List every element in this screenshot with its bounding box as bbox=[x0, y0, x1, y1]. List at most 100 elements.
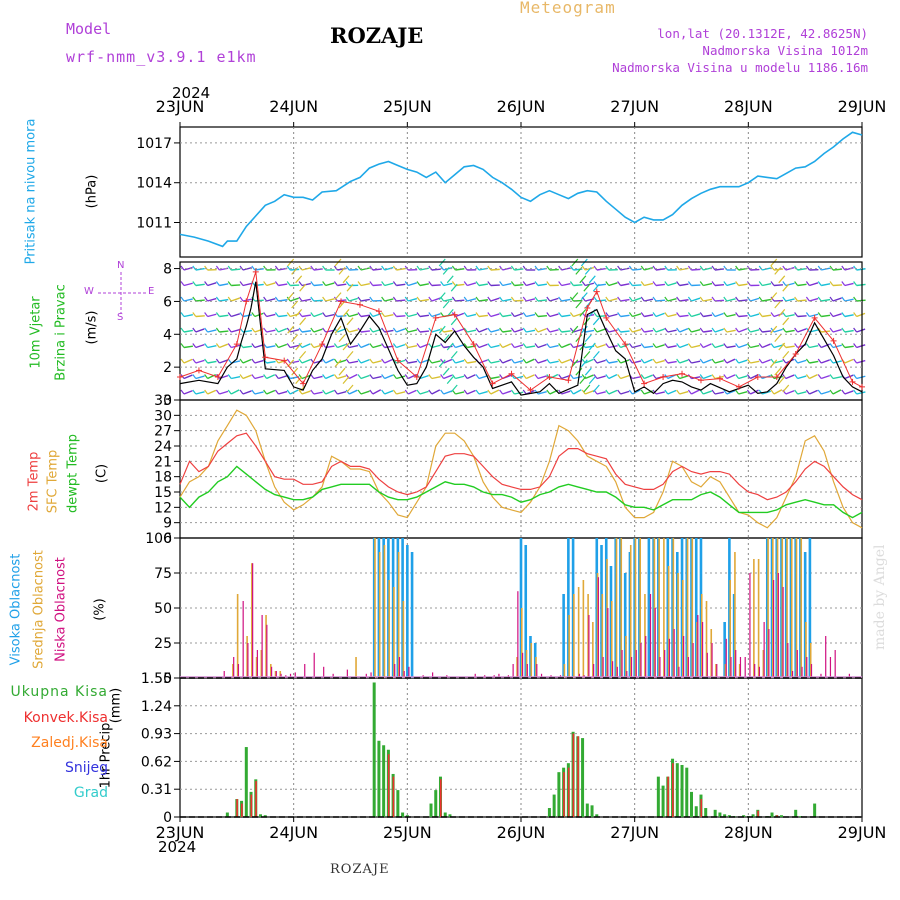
wind-barb bbox=[348, 373, 358, 380]
gust-marker bbox=[697, 377, 704, 384]
wind-barb bbox=[620, 314, 630, 318]
wind-barb-tick bbox=[345, 281, 350, 286]
low-cloud-bar bbox=[398, 657, 401, 678]
wind-barb bbox=[549, 313, 559, 318]
wind-barb-tick bbox=[770, 296, 775, 302]
wind-barb bbox=[632, 376, 642, 380]
mid-cloud-bar bbox=[535, 657, 537, 678]
wind-barb bbox=[455, 328, 465, 333]
wind-barb-tick bbox=[286, 343, 291, 348]
wind-barb-tick bbox=[263, 296, 268, 302]
wind-barb-tick bbox=[794, 281, 799, 286]
wind-barb-tick bbox=[404, 265, 409, 271]
wind-barb-tick bbox=[192, 374, 197, 379]
wind-barb bbox=[549, 329, 559, 333]
gust-marker bbox=[660, 374, 667, 380]
wind-barb-tick bbox=[652, 265, 657, 271]
wind-barb-tick bbox=[322, 312, 327, 317]
wind-barb-tick bbox=[829, 296, 834, 302]
wind-barb bbox=[785, 298, 795, 302]
wind-barb bbox=[797, 359, 807, 364]
wind-barb-tick bbox=[794, 327, 799, 333]
gust-marker bbox=[281, 357, 288, 364]
wind-barb-tick bbox=[558, 327, 563, 333]
wind-barb-tick bbox=[817, 343, 822, 348]
wind-barb bbox=[797, 283, 807, 287]
wind-barb-tick bbox=[735, 358, 740, 364]
wind-barb bbox=[525, 374, 535, 380]
wind-barb bbox=[450, 317, 458, 326]
wind-barb bbox=[443, 298, 453, 302]
wind-barb-tick bbox=[605, 327, 610, 333]
y-tick-label: 12 bbox=[154, 500, 172, 516]
wind-barb-tick bbox=[227, 389, 232, 395]
wind-barb-tick bbox=[605, 281, 610, 286]
wind-barb-tick bbox=[546, 265, 551, 271]
wind-gust-line bbox=[179, 271, 863, 391]
wind-barb-tick bbox=[475, 327, 480, 333]
wind-barb bbox=[278, 327, 288, 333]
y-tick-label: 6 bbox=[163, 294, 172, 310]
wind-barb bbox=[726, 358, 736, 364]
y-tick-label: 0 bbox=[163, 810, 172, 826]
gust-marker bbox=[679, 370, 686, 377]
legend-zaledj-kisa: Zaledj.Kisa bbox=[31, 735, 108, 751]
wind-barb bbox=[254, 391, 264, 395]
wind-barb-tick bbox=[569, 389, 574, 395]
wind-barb-tick bbox=[180, 265, 185, 271]
y-tick-label: 50 bbox=[154, 601, 172, 617]
wind-barb-tick bbox=[758, 327, 763, 333]
wind-barb bbox=[407, 389, 417, 395]
low-cloud-bar bbox=[304, 664, 306, 678]
wind-barb-tick bbox=[652, 281, 657, 286]
low-cloud-bar bbox=[673, 629, 675, 678]
wind-barb bbox=[632, 313, 642, 318]
wind-barb bbox=[490, 328, 500, 333]
wind-barb-tick bbox=[546, 389, 551, 395]
wind-barb bbox=[183, 390, 193, 395]
wind-barb bbox=[679, 375, 689, 380]
sfc-temp-line bbox=[179, 409, 863, 529]
wind-barb-tick bbox=[345, 265, 350, 271]
wind-barb-tick bbox=[345, 358, 350, 364]
low-cloud-bar bbox=[763, 622, 765, 678]
wind-barb bbox=[608, 313, 618, 318]
wind-barb bbox=[266, 313, 276, 318]
wind-barb bbox=[443, 345, 453, 349]
wind-barb-tick bbox=[463, 358, 468, 364]
low-cloud-bar bbox=[313, 652, 315, 678]
mid-cloud-bar bbox=[568, 615, 570, 678]
gust-marker bbox=[641, 380, 648, 387]
low-cloud-bar bbox=[237, 664, 240, 678]
total-precip-bar bbox=[434, 790, 438, 817]
wind-barb-tick bbox=[392, 312, 397, 317]
total-precip-bar bbox=[382, 745, 386, 817]
wind-barb-tick bbox=[463, 265, 468, 271]
wind-barb-tick bbox=[723, 327, 728, 333]
gust-marker bbox=[338, 298, 345, 305]
wind-barb bbox=[342, 309, 350, 317]
wind-barb-tick bbox=[357, 296, 362, 302]
low-cloud-bar bbox=[810, 664, 813, 678]
wind-barb-tick bbox=[746, 374, 751, 379]
wind-barb-tick bbox=[794, 343, 799, 348]
wind-barb-tick bbox=[392, 327, 397, 333]
wind-barb bbox=[384, 390, 394, 395]
wind-barb-tick bbox=[428, 358, 433, 364]
wind-barb-tick bbox=[227, 312, 232, 317]
wind-barb bbox=[278, 299, 288, 302]
wind-barb bbox=[844, 314, 854, 318]
wind-barb bbox=[667, 345, 677, 349]
mid-cloud-bar bbox=[525, 650, 528, 678]
conv-precip-bar bbox=[757, 810, 759, 817]
wind-barb bbox=[778, 376, 786, 384]
wind-barb bbox=[219, 314, 229, 318]
wind-barb bbox=[490, 268, 500, 271]
mid-cloud-bar bbox=[786, 538, 788, 678]
wind-barb bbox=[571, 292, 579, 300]
wind-barb bbox=[821, 298, 831, 302]
wind-barb bbox=[643, 374, 653, 380]
wind-barb-tick bbox=[499, 312, 504, 317]
wind-barb-tick bbox=[546, 296, 551, 302]
wind-barb bbox=[419, 298, 429, 302]
